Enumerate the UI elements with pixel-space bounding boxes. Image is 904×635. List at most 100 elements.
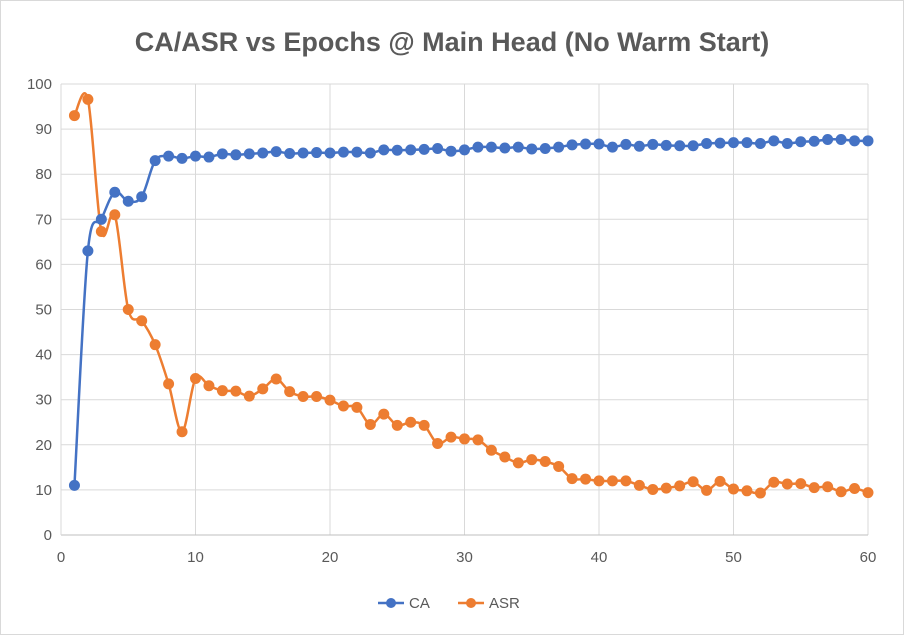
asr-data-point xyxy=(781,478,793,490)
y-tick-label: 100 xyxy=(27,76,52,93)
asr-data-point xyxy=(566,473,578,485)
asr-data-point xyxy=(795,478,807,490)
ca-data-point xyxy=(109,186,121,198)
ca-data-point xyxy=(741,137,753,149)
y-tick-label: 40 xyxy=(35,347,52,364)
ca-data-point xyxy=(539,142,551,154)
axes: 0 10 20 30 40 50 60 70 80 90 100 0 10 20 30 40 50 60 xyxy=(27,76,876,566)
ca-data-point xyxy=(701,138,713,150)
asr-data-point xyxy=(808,482,820,494)
y-tick-label: 80 xyxy=(35,166,52,183)
asr-data-point xyxy=(620,475,632,487)
asr-data-point xyxy=(580,473,592,485)
ca-data-point xyxy=(660,139,672,151)
ca-data-point xyxy=(82,245,94,257)
ca-data-point xyxy=(432,142,444,154)
ca-data-point xyxy=(593,138,605,150)
asr-data-point xyxy=(835,486,847,498)
ca-data-point xyxy=(728,137,739,149)
ca-data-point xyxy=(714,137,726,149)
ca-data-point xyxy=(633,140,645,152)
asr-data-point xyxy=(445,431,457,443)
ca-data-point xyxy=(391,144,403,156)
asr-data-point xyxy=(203,380,215,392)
ca-data-point xyxy=(149,155,161,167)
asr-data-point xyxy=(822,481,834,493)
ca-data-point xyxy=(284,147,296,159)
ca-data-point xyxy=(270,146,282,158)
ca-data-point xyxy=(230,149,242,161)
asr-data-point xyxy=(647,483,659,495)
y-tick-label: 50 xyxy=(35,302,52,319)
legend: CA ASR xyxy=(378,595,520,612)
asr-data-point xyxy=(391,419,403,431)
ca-data-point xyxy=(190,150,201,162)
asr-data-point xyxy=(728,483,739,495)
ca-data-point xyxy=(835,133,847,145)
asr-data-point xyxy=(660,482,672,494)
asr-data-point xyxy=(499,451,511,463)
asr-data-point xyxy=(378,408,390,420)
y-tick-label: 70 xyxy=(35,211,52,228)
asr-data-point xyxy=(472,434,484,446)
ca-data-point xyxy=(176,152,188,164)
asr-data-point xyxy=(68,110,80,122)
asr-data-point xyxy=(849,483,861,495)
asr-data-point xyxy=(270,373,282,385)
asr-data-point xyxy=(176,426,188,438)
ca-series-line xyxy=(73,138,869,486)
ca-data-point xyxy=(297,147,309,159)
ca-data-point xyxy=(526,143,538,155)
y-tick-label: 60 xyxy=(35,256,52,273)
ca-data-point xyxy=(445,145,457,157)
asr-data-point xyxy=(95,225,107,237)
asr-data-point xyxy=(754,487,766,499)
ca-data-point xyxy=(580,138,592,150)
ca-data-point xyxy=(136,191,148,203)
asr-data-point xyxy=(539,455,551,467)
ca-data-point xyxy=(418,143,430,155)
asr-data-point xyxy=(190,373,201,385)
ca-data-point xyxy=(163,150,175,162)
ca-data-point xyxy=(674,140,686,152)
asr-data-point xyxy=(459,433,470,445)
ca-data-point xyxy=(781,138,793,150)
x-tick-label: 40 xyxy=(591,549,608,566)
ca-data-point xyxy=(606,141,618,153)
asr-data-point xyxy=(324,394,336,406)
asr-data-point xyxy=(297,391,309,403)
ca-data-point xyxy=(311,147,323,159)
asr-data-point xyxy=(109,209,121,221)
asr-data-point xyxy=(606,475,618,487)
ca-data-point xyxy=(849,135,861,147)
asr-data-point xyxy=(741,485,753,497)
x-tick-label: 20 xyxy=(322,549,339,566)
ca-data-point xyxy=(472,141,484,153)
ca-data-point xyxy=(257,147,269,159)
asr-data-point xyxy=(351,401,363,413)
asr-data-point xyxy=(163,378,175,390)
ca-data-point xyxy=(620,138,632,150)
ca-data-point xyxy=(243,148,255,160)
ca-data-point xyxy=(378,144,390,156)
ca-data-point xyxy=(485,141,497,153)
ca-data-point xyxy=(553,141,565,153)
asr-data-point xyxy=(714,475,726,487)
asr-data-point xyxy=(701,484,713,496)
asr-data-point xyxy=(687,476,699,488)
ca-legend-label: CA xyxy=(409,595,430,612)
ca-data-point xyxy=(405,144,417,156)
y-tick-label: 30 xyxy=(35,392,52,409)
asr-data-point xyxy=(526,454,538,466)
ca-legend-marker xyxy=(386,598,396,608)
asr-legend-label: ASR xyxy=(489,595,520,612)
ca-data-point xyxy=(862,135,874,147)
asr-legend-marker xyxy=(466,598,476,608)
ca-data-point xyxy=(499,142,511,154)
y-tick-label: 90 xyxy=(35,121,52,138)
asr-data-point xyxy=(149,339,161,351)
asr-data-point xyxy=(593,475,605,487)
asr-data-point xyxy=(82,93,94,105)
